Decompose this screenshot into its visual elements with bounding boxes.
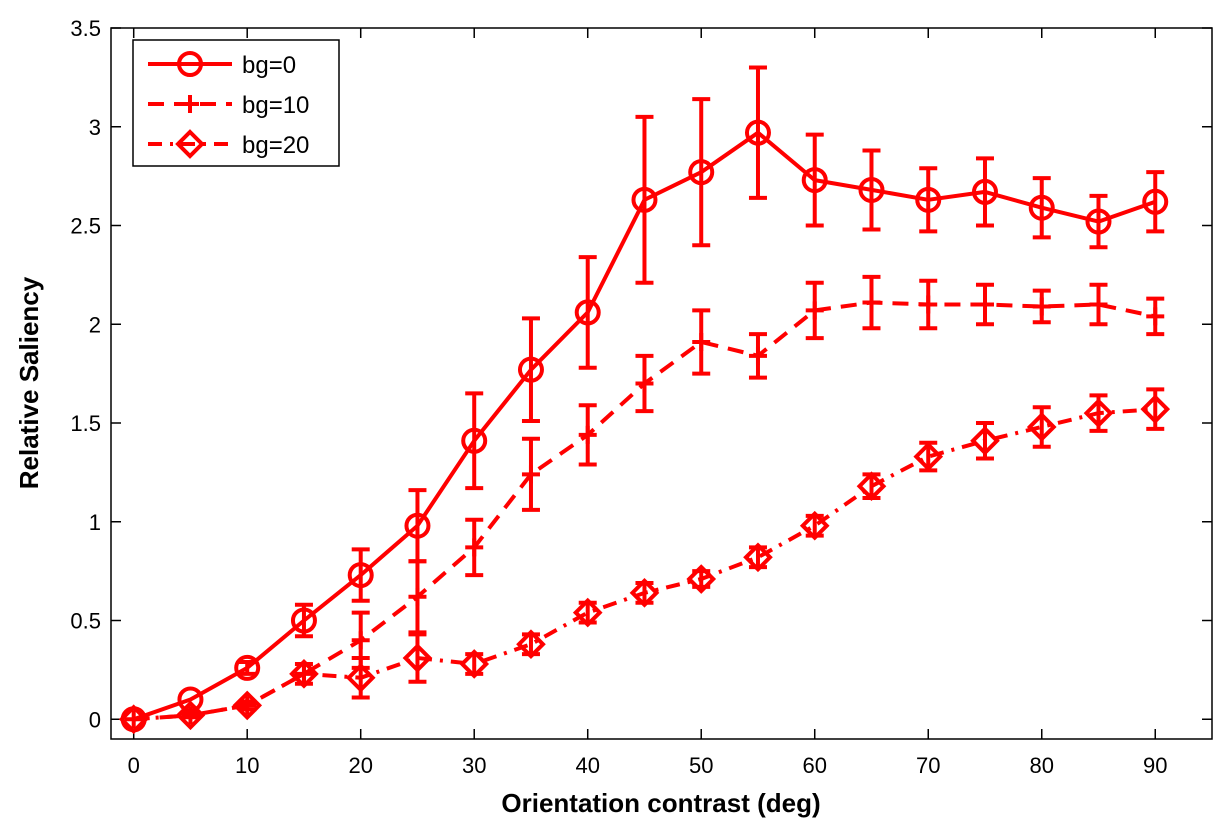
data-point bbox=[1085, 208, 1112, 235]
y-axis-title: Relative Saliency bbox=[14, 276, 44, 489]
y-tick-label: 3 bbox=[89, 115, 101, 140]
legend-label: bg=0 bbox=[242, 52, 296, 79]
series-3 bbox=[118, 387, 1171, 735]
data-point bbox=[858, 176, 885, 203]
data-point bbox=[635, 374, 654, 393]
x-tick-label: 0 bbox=[128, 753, 140, 778]
data-point bbox=[294, 664, 313, 683]
data-point bbox=[919, 295, 938, 314]
legend-marker bbox=[175, 129, 205, 159]
y-tick-label: 1.5 bbox=[70, 411, 101, 436]
data-point bbox=[232, 690, 263, 721]
x-axis: 0 10 20 30 40 50 60 70 80 90 bbox=[128, 28, 1167, 778]
data-point bbox=[175, 700, 206, 731]
x-axis-title: Orientation contrast (deg) bbox=[501, 788, 820, 818]
y-tick-label: 2.5 bbox=[70, 214, 101, 239]
data-point bbox=[970, 425, 1000, 456]
data-point bbox=[572, 597, 603, 628]
data-point bbox=[521, 465, 540, 484]
data-point bbox=[1140, 394, 1171, 425]
data-point bbox=[461, 427, 488, 454]
data-point bbox=[688, 159, 715, 186]
data-point bbox=[629, 578, 660, 608]
data-point bbox=[1089, 295, 1108, 314]
data-point bbox=[692, 333, 711, 352]
data-point bbox=[118, 704, 149, 735]
data-point bbox=[404, 512, 431, 539]
x-tick-label: 90 bbox=[1143, 753, 1167, 778]
y-tick-label: 2 bbox=[89, 312, 101, 337]
y-tick-label: 3.5 bbox=[70, 16, 101, 41]
data-point bbox=[290, 607, 317, 634]
data-point bbox=[1146, 307, 1165, 326]
legend-box bbox=[132, 39, 340, 167]
y-axis: 0 0.5 1 1.5 2 2.5 3 3.5 bbox=[70, 16, 1212, 732]
data-point bbox=[799, 510, 830, 541]
data-point bbox=[1083, 398, 1114, 428]
x-tick-label: 70 bbox=[916, 753, 940, 778]
data-point bbox=[516, 629, 546, 660]
data-point bbox=[347, 562, 374, 589]
data-point bbox=[1028, 194, 1055, 221]
data-point bbox=[971, 178, 998, 205]
data-point bbox=[574, 299, 601, 326]
data-point bbox=[856, 471, 887, 502]
data-point bbox=[465, 538, 484, 557]
data-point bbox=[631, 186, 658, 213]
data-point bbox=[805, 301, 824, 320]
x-tick-label: 20 bbox=[348, 753, 372, 778]
data-point bbox=[975, 295, 994, 314]
data-point bbox=[743, 542, 773, 573]
y-tick-label: 1 bbox=[89, 510, 101, 535]
data-point bbox=[517, 356, 544, 383]
legend-marker bbox=[181, 95, 199, 113]
data-point bbox=[915, 186, 942, 213]
legend-label: bg=10 bbox=[242, 92, 309, 119]
data-point bbox=[289, 658, 319, 689]
data-point bbox=[913, 441, 944, 472]
data-point bbox=[1026, 412, 1057, 442]
data-point bbox=[862, 293, 881, 312]
series-layer bbox=[118, 65, 1171, 735]
legend-marker bbox=[177, 51, 203, 77]
x-tick-label: 40 bbox=[575, 753, 599, 778]
legend-label: bg=20 bbox=[242, 132, 309, 159]
data-point bbox=[408, 587, 427, 606]
x-tick-label: 80 bbox=[1030, 753, 1054, 778]
x-tick-label: 60 bbox=[802, 753, 826, 778]
x-tick-label: 50 bbox=[689, 753, 713, 778]
data-point bbox=[402, 643, 433, 673]
data-point bbox=[801, 167, 828, 194]
data-point bbox=[345, 662, 376, 693]
data-point bbox=[578, 425, 597, 444]
data-point bbox=[1142, 188, 1169, 215]
data-point bbox=[459, 649, 490, 679]
data-point bbox=[686, 564, 717, 594]
y-tick-label: 0.5 bbox=[70, 609, 101, 634]
data-point bbox=[744, 119, 771, 146]
data-point bbox=[351, 631, 370, 650]
y-tick-label: 0 bbox=[89, 707, 101, 732]
x-tick-label: 10 bbox=[235, 753, 259, 778]
legend: bg=0 bg=10 bg=20 bbox=[132, 39, 340, 167]
x-tick-label: 30 bbox=[462, 753, 486, 778]
data-point bbox=[234, 654, 261, 681]
data-point bbox=[1032, 297, 1051, 316]
data-point bbox=[748, 346, 767, 365]
